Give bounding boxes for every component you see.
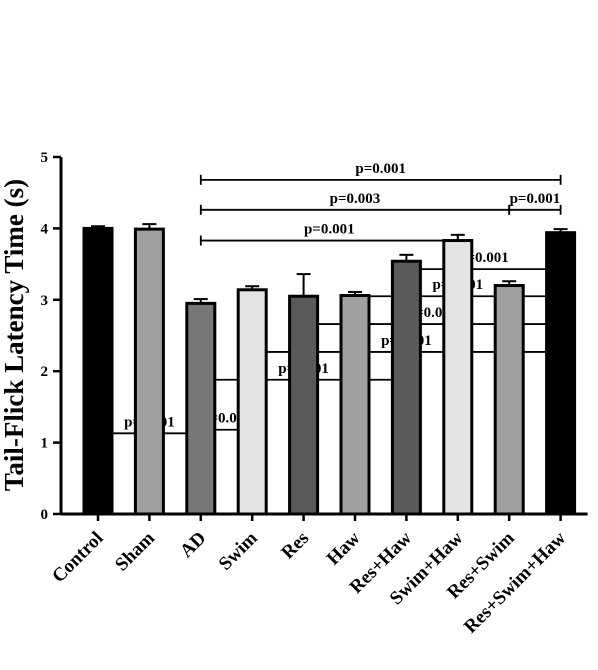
p-value-label: p=0.001 bbox=[510, 191, 561, 207]
p-value-label: p=0.001 bbox=[304, 222, 355, 238]
significance-bracket-4: p=0.001 bbox=[199, 222, 459, 246]
bar-sham bbox=[133, 227, 165, 516]
significance-bracket-2: p=0.003 bbox=[199, 191, 511, 215]
bar-control bbox=[82, 226, 114, 516]
p-value-label: p=0.003 bbox=[330, 191, 381, 207]
y-tick-label-1: 1 bbox=[41, 436, 49, 452]
y-tick-label-5: 5 bbox=[41, 150, 49, 166]
x-tick-label-control: Control bbox=[48, 528, 107, 587]
bar-res-haw bbox=[390, 259, 422, 516]
bar-res-swim bbox=[493, 284, 525, 516]
bar-swim bbox=[236, 288, 268, 516]
x-tick-label-swim: Swim bbox=[215, 528, 262, 575]
bar-swim-haw bbox=[442, 239, 474, 516]
y-axis-label: Tail-Flick Latency Time (s) bbox=[0, 179, 29, 491]
x-tick-label-haw: Haw bbox=[323, 527, 365, 569]
bar-res bbox=[288, 294, 320, 516]
y-tick-label-3: 3 bbox=[41, 293, 49, 309]
y-tick-label-4: 4 bbox=[41, 221, 49, 237]
y-tick-label-0: 0 bbox=[41, 507, 49, 523]
x-tick-label-sham: Sham bbox=[111, 528, 159, 576]
bars bbox=[82, 223, 577, 516]
x-tick-label-ad: AD bbox=[176, 528, 210, 562]
significance-bracket-3: p=0.001 bbox=[508, 191, 562, 215]
significance-bracket-5: p=0.001 bbox=[405, 250, 562, 275]
x-tick-label-res: Res bbox=[277, 528, 313, 564]
significance-bracket-1: p=0.001 bbox=[199, 161, 562, 185]
bar-res-swim-haw bbox=[545, 231, 577, 516]
bar-haw bbox=[339, 294, 371, 516]
bar-ad bbox=[185, 301, 217, 516]
p-value-label: p=0.001 bbox=[355, 161, 406, 177]
y-tick-label-2: 2 bbox=[41, 364, 49, 380]
